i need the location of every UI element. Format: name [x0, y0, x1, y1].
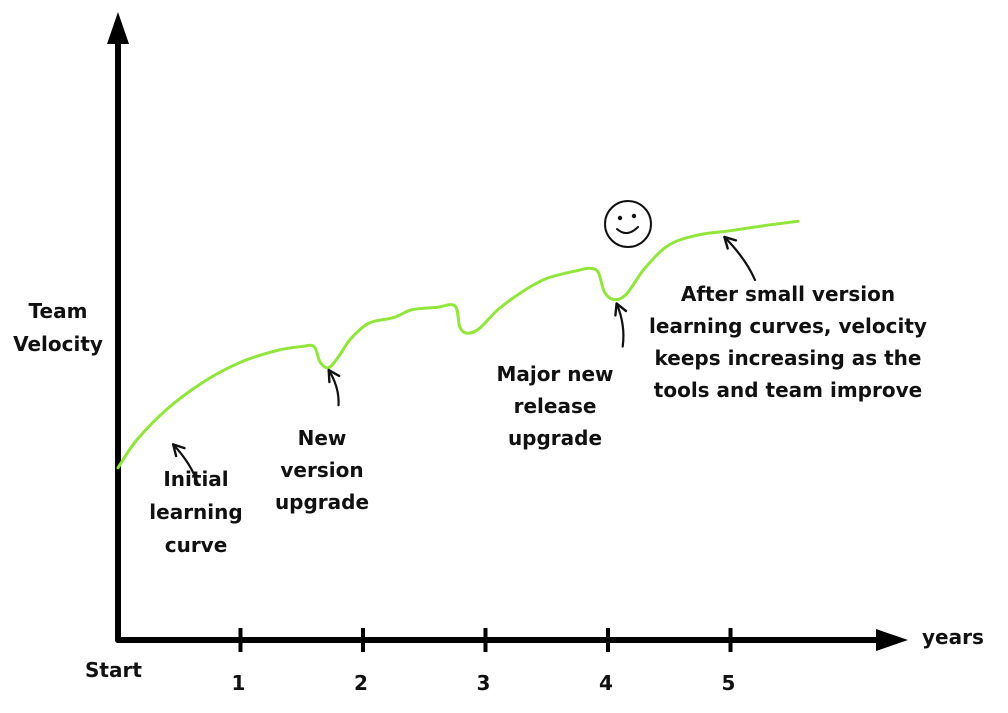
annotation-arrowhead-new-version: [327, 368, 341, 384]
annotation-major-release: Major new release upgrade: [496, 302, 628, 450]
annotation-arrowhead-initial: [171, 443, 186, 458]
x-ticks: 1 2 3 4 5: [232, 628, 736, 695]
annotation-text-after-small-line-1: After small version: [681, 282, 895, 306]
x-tick-label-3: 3: [477, 671, 491, 695]
annotation-new-version: New version upgrade: [275, 368, 369, 514]
x-tick-label-5: 5: [722, 671, 736, 695]
annotation-arrow-major-release: [615, 302, 625, 348]
annotation-text-major-release-line-2: release: [514, 394, 597, 418]
x-tick-label-1: 1: [232, 671, 246, 695]
y-axis-label-line-1: Team: [29, 299, 88, 323]
annotation-text-new-version-line-3: upgrade: [275, 490, 369, 514]
annotation-arrow-after-small: [723, 235, 757, 282]
annotation-text-after-small-line-3: keeps increasing as the: [655, 346, 922, 370]
x-axis-label: years: [922, 625, 984, 649]
y-axis-arrowhead: [107, 12, 129, 44]
annotation-text-initial-line-2: learning: [149, 500, 242, 524]
annotation-arrow-initial: [172, 443, 199, 485]
annotation-initial: Initial learning curve: [149, 443, 243, 557]
annotation-after-small: After small version learning curves, velo…: [649, 235, 927, 402]
annotation-arrow-new-version: [327, 368, 340, 407]
annotation-text-initial-line-1: Initial: [163, 467, 228, 491]
annotation-text-new-version-line-2: version: [280, 458, 363, 482]
y-axis-label-line-2: Velocity: [13, 332, 103, 356]
annotation-text-after-small-line-2: learning curves, velocity: [649, 314, 927, 338]
x-axis-arrowhead: [876, 629, 908, 651]
annotation-arrowhead-after-small: [723, 235, 738, 250]
x-tick-label-4: 4: [599, 671, 613, 695]
annotation-text-initial-line-3: curve: [165, 533, 228, 557]
annotation-text-new-version-line-1: New: [298, 426, 347, 450]
origin-label: Start: [85, 658, 142, 682]
annotation-arrowhead-major-release: [614, 302, 628, 317]
annotation-text-major-release-line-1: Major new: [496, 362, 613, 386]
smiley-face-icon: [604, 200, 652, 248]
annotation-text-after-small-line-4: tools and team improve: [654, 378, 922, 402]
x-tick-label-2: 2: [354, 671, 368, 695]
annotation-text-major-release-line-3: upgrade: [508, 426, 602, 450]
velocity-series-line: [116, 219, 800, 470]
annotations: InitiallearningcurveNewversionupgradeMaj…: [149, 235, 927, 557]
